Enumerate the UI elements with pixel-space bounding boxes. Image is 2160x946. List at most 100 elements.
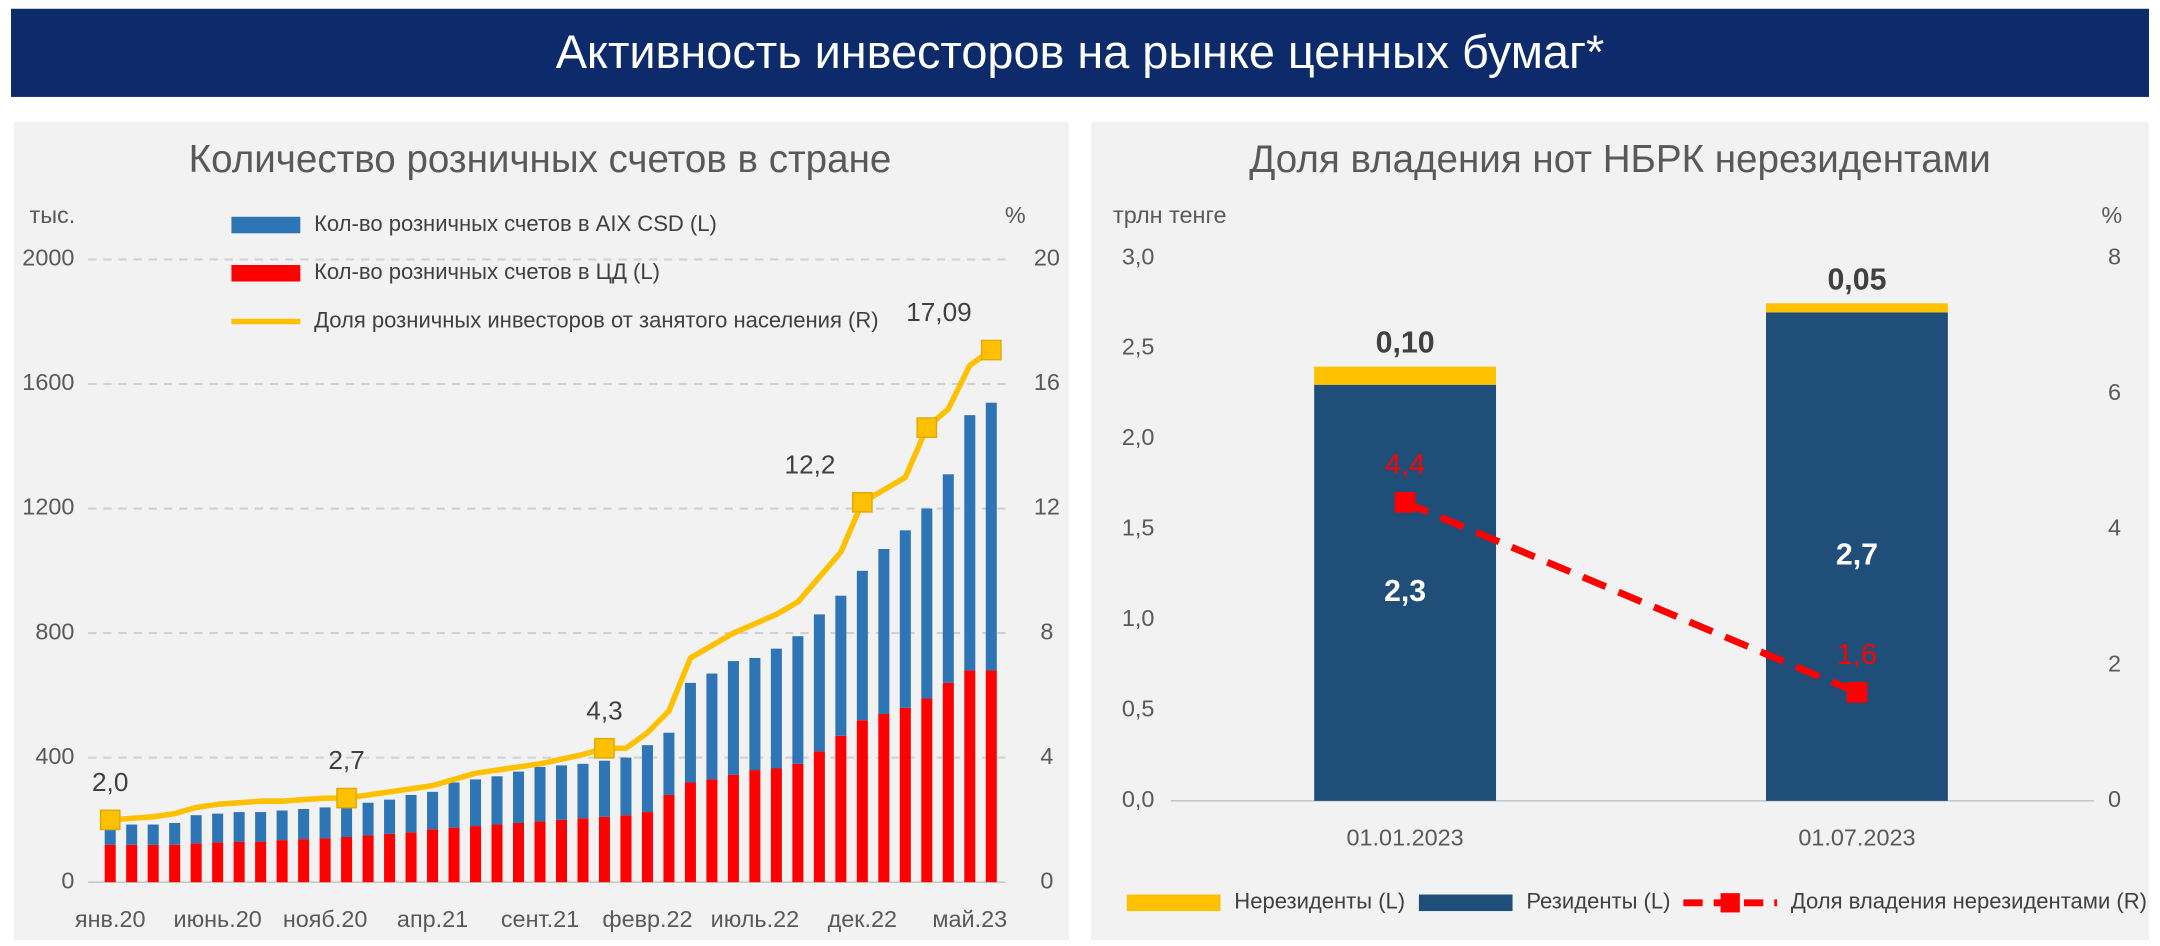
data-label: 1,6: [1837, 639, 1877, 671]
data-label: 4,3: [586, 695, 622, 725]
right-panel: [1091, 121, 2149, 940]
bar-segment: [190, 843, 202, 883]
x-tick-label: 01.01.2023: [1347, 825, 1464, 851]
bar-segment: [749, 657, 761, 771]
line-series: [110, 347, 993, 823]
bar-segment: [212, 842, 224, 883]
y-tick-label: 2,0: [1122, 424, 1155, 450]
x-tick-label: сент.21: [501, 906, 579, 932]
header-banner: [11, 8, 2149, 97]
bar-segment: [878, 549, 890, 715]
bar-segment: [964, 670, 976, 883]
bar-segment: [813, 614, 825, 752]
y-tick-label: 1,5: [1122, 515, 1155, 541]
bar-segment: [255, 841, 267, 883]
line-marker: [1394, 492, 1416, 513]
bar-segment: [276, 840, 288, 883]
line-marker: [99, 809, 121, 831]
bar-segment: [534, 766, 546, 822]
bar-segment: [233, 841, 245, 883]
bar-segment: [598, 760, 610, 817]
bar-segment: [663, 794, 675, 883]
bar-segment: [620, 815, 632, 883]
y2-tick-label: 8: [2108, 243, 2121, 269]
bar-segment: [577, 818, 589, 883]
bar-segment: [298, 839, 310, 883]
bar-segment: [384, 833, 396, 883]
y-tick-label: 2000: [22, 245, 74, 271]
bar-segment: [555, 765, 567, 820]
bar-segment: [513, 771, 525, 823]
bar-segment: [663, 732, 675, 795]
x-tick-label: апр.21: [397, 906, 468, 932]
bar-segment: [104, 844, 116, 883]
bar-segment: [792, 763, 804, 883]
bar-segment: [427, 791, 439, 830]
bar-segment: [942, 474, 954, 683]
y-tick-label: 3,0: [1122, 243, 1155, 269]
line-marker: [1846, 681, 1868, 703]
legend-marker: [1720, 893, 1740, 913]
x-tick-label: янв.20: [75, 906, 146, 932]
bar-segment: [448, 827, 460, 883]
bar-segment: [491, 824, 503, 883]
line-marker: [852, 491, 873, 513]
bar-segment: [534, 821, 546, 883]
y-tick-label: 800: [35, 618, 74, 644]
legend-label: Доля розничных инвесторов от занятого на…: [314, 307, 879, 332]
bar-segment: [126, 844, 138, 883]
line-series: [1403, 499, 1859, 696]
x-tick-label: июль.22: [711, 906, 800, 932]
legend-swatch: [1418, 894, 1513, 912]
bar-segment: [427, 829, 439, 883]
bar-segment: [470, 779, 482, 827]
page-title: Активность инвесторов на рынке ценных бу…: [556, 26, 1605, 78]
bar-segment: [169, 822, 181, 845]
y2-tick-label: 20: [1034, 245, 1060, 271]
y-axis-title: трлн тенге: [1113, 202, 1226, 228]
chart-title: Доля владения нот НБРК нерезидентами: [1249, 138, 1990, 181]
bar-segment: [641, 812, 653, 883]
x-tick-label: июнь.20: [174, 906, 262, 932]
bar-segment: [577, 763, 589, 819]
line-marker: [916, 417, 938, 438]
x-tick-label: дек.22: [828, 906, 897, 932]
bar-segment: [921, 698, 933, 883]
y2-tick-label: 0: [2108, 786, 2121, 812]
y2-tick-label: 4: [2108, 515, 2121, 541]
data-label: 2,0: [92, 767, 128, 797]
x-tick-label: февр.22: [602, 906, 692, 932]
bar-segment: [448, 782, 460, 828]
bar-segment: [835, 735, 847, 883]
bar-segment: [770, 768, 782, 883]
bar-segment: [147, 824, 159, 845]
bar-segment: [706, 673, 718, 780]
bar-segment: [1766, 303, 1948, 313]
line-marker: [336, 787, 357, 809]
bar-segment: [727, 661, 739, 775]
legend-label: Кол-во розничных счетов в ЦД (L): [314, 259, 660, 284]
bar-segment: [255, 812, 267, 842]
y2-tick-label: 8: [1040, 618, 1053, 644]
y2-tick-label: 2: [2108, 650, 2121, 676]
bar-segment: [491, 776, 503, 825]
bar-segment: [405, 794, 417, 833]
bar-segment: [169, 844, 181, 883]
legend-label: Нерезиденты (L): [1234, 889, 1405, 914]
y-tick-label: 1600: [22, 369, 74, 395]
bar-segment: [513, 822, 525, 883]
y-tick-label: 2,5: [1122, 334, 1155, 360]
bar-segment: [147, 844, 159, 883]
bar-segment: [684, 782, 696, 883]
bar-segment: [598, 816, 610, 883]
bar-segment: [835, 595, 847, 736]
bar-segment: [727, 774, 739, 883]
bar-segment: [899, 707, 911, 883]
data-label: 17,09: [906, 297, 971, 327]
legend-swatch: [1126, 894, 1221, 912]
bar-segment: [470, 826, 482, 883]
line-marker: [980, 339, 1002, 361]
chart-title: Количество розничных счетов в стране: [189, 138, 892, 181]
legend-swatch: [231, 216, 301, 234]
